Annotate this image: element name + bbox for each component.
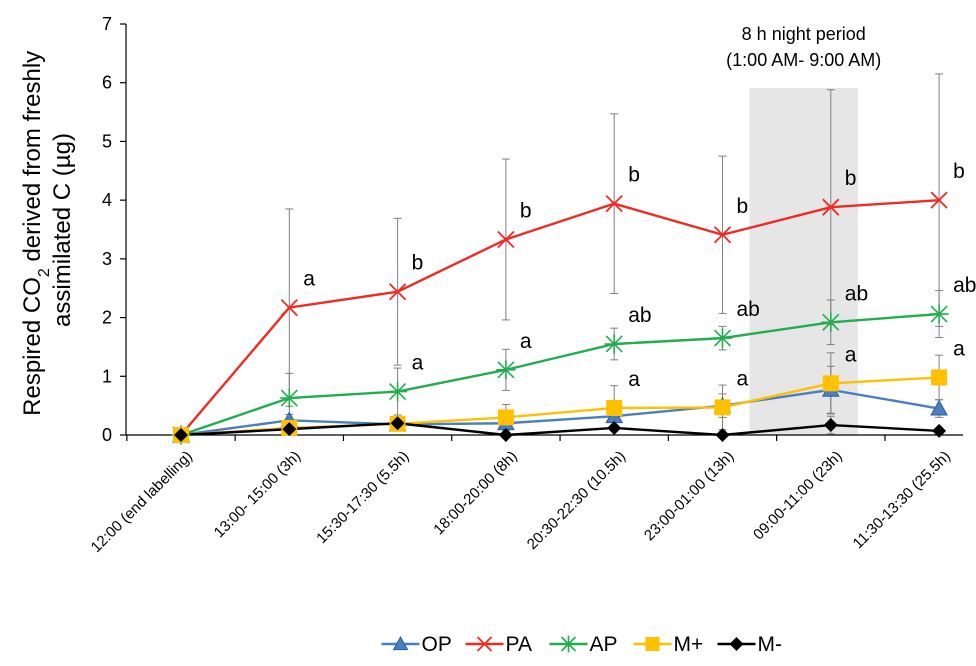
point-m-minus [823,418,838,433]
point-m-minus [174,428,188,442]
y-axis-label-line2: assimilated C (µg) [49,133,76,327]
point-m-plus [931,369,948,386]
significance-label: b [953,160,965,183]
significance-label: b [737,195,749,218]
point-ap [279,388,299,408]
point-m-minus [390,416,405,431]
significance-label: a [628,368,640,391]
point-pa [605,195,623,213]
legend-label-m-plus: M+ [674,633,704,656]
x-tick-label: 09:00-11:00 (23h) [750,448,846,544]
point-m-minus [932,423,947,438]
point-ap [496,360,516,380]
x-tick-label: 18:00-20:00 (8h) [430,448,520,538]
significance-label: ab [845,282,868,305]
x-axis-ticks: 12:00 (end labelling) 13:00- 15:00 (3h) 15… [88,435,954,556]
x-tick-label: 11:30-13:30 (25.5h) [850,448,954,552]
night-period-layer: 8 h night period (1:00 AM- 9:00 AM) [726,24,881,435]
y-tick-label: 7 [102,14,112,34]
point-m-minus [498,428,513,442]
y-tick-label: 6 [102,73,112,93]
significance-label: b [628,164,640,187]
series-line-pa [180,198,940,436]
point-ap [712,328,733,348]
series-line-op [180,388,940,437]
point-pa [280,298,298,317]
point-ap [604,334,624,354]
series-markers [171,191,949,445]
night-period-shading [749,88,858,435]
significance-label: a [303,268,315,291]
legend-marker-ap [560,635,577,653]
point-m-plus [606,399,623,416]
point-op [930,399,948,416]
point-pa [713,226,732,244]
point-ap [388,381,408,402]
significance-label: ab [953,274,976,297]
significance-label: b [412,252,424,275]
x-tick-label: 23:00-01:00 (13h) [641,448,737,544]
point-ap [929,304,949,324]
significance-label: a [845,343,857,366]
y-tick-label: 5 [102,131,112,151]
point-m-plus [714,399,731,416]
legend-label-pa: PA [506,633,532,656]
significance-label: a [953,337,965,360]
night-period-label: 8 h night period [742,24,866,44]
y-tick-label: 2 [102,308,112,328]
point-pa [822,198,840,216]
x-tick-label: 12:00 (end labelling) [88,448,196,556]
significance-label: ab [737,298,760,321]
significance-label: b [520,199,532,222]
point-m-plus [822,375,839,392]
series-line-m-minus [180,422,940,437]
y-axis-label-prefix: Respired CO [19,277,46,416]
y-tick-label: 0 [102,425,112,445]
point-ap [821,312,841,332]
y-axis-ticks: 0 1 2 3 4 5 6 7 [102,14,126,445]
y-tick-label: 4 [102,190,112,210]
legend: OP PA AP M+ M- [381,633,783,656]
significance-label: b [845,167,857,190]
x-tick-label: 13:00- 15:00 (3h) [211,448,304,541]
significance-label: a [520,330,532,353]
y-tick-label: 3 [102,249,112,269]
point-m-minus [607,420,622,435]
point-pa [930,191,948,209]
series-line-ap [180,312,940,437]
significance-label: a [737,367,749,390]
legend-label-op: OP [422,633,452,656]
point-m-minus [282,422,297,437]
significance-label: ab [628,304,651,327]
legend-marker-m-plus [645,637,660,651]
y-axis-label-subscript: 2 [36,268,53,277]
legend-label-m-minus: M- [758,633,783,656]
significance-label: a [412,352,424,375]
legend-marker-pa [476,636,493,652]
x-tick-label: 15:30-17:30 (5.5h) [313,448,412,547]
legend-marker-op [392,635,409,651]
point-pa [388,283,407,301]
point-m-plus [497,409,514,426]
series-lines [180,198,940,437]
point-pa [497,230,515,249]
legend-label-ap: AP [590,633,618,656]
y-axis-label-suffix: derived from freshly [19,51,46,268]
night-period-hours: (1:00 AM- 9:00 AM) [726,50,881,70]
y-axis-label-line1: Respired CO2 derived from freshly [19,51,53,416]
legend-marker-m-minus [729,637,744,651]
y-tick-label: 1 [102,366,112,386]
point-m-minus [715,428,730,442]
x-tick-label: 20:30-22:30 (10.5h) [524,448,629,553]
y-axis-label: Respired CO2 derived from freshly assimi… [19,44,76,416]
